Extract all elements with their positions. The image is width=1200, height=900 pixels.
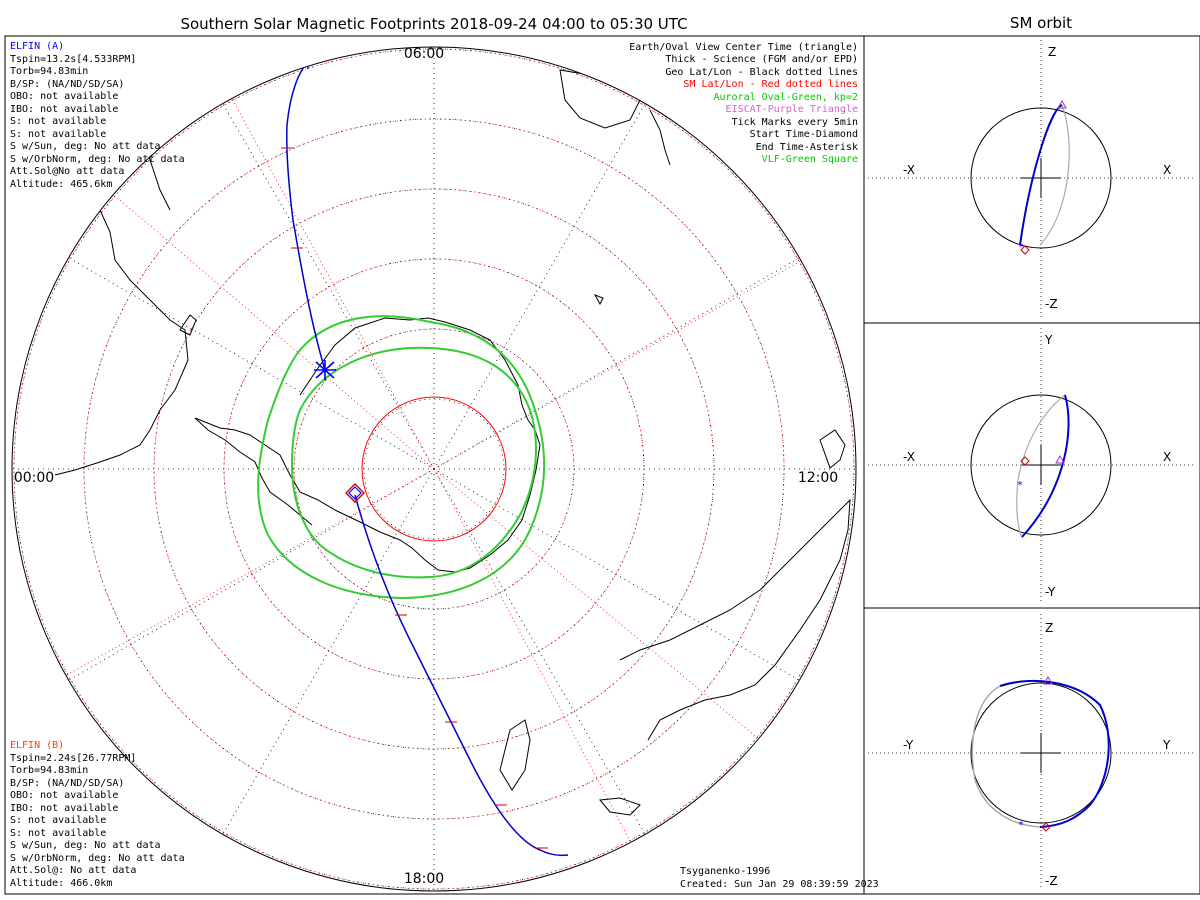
clock-label-bottom: 18:00 [404,871,444,887]
panel-label-left: -Y [903,738,914,752]
elfin-b-line: OBO: not available [10,790,118,801]
footer: Tsyganenko-1996 Created: Sun Jan 29 08:3… [680,866,879,890]
sm-grid [13,48,855,890]
footer-created: Created: Sun Jan 29 08:39:59 2023 [680,879,879,890]
clock-label-left: 00:00 [14,470,54,486]
elfin-a-line: Tspin=13.2s[4.533RPM] [10,54,136,65]
clock-labels: 06:00 12:00 18:00 00:00 [14,46,838,887]
clock-label-top: 06:00 [404,46,444,62]
legend-item: Earth/Oval View Center Time (triangle) [629,42,858,53]
sm-inner-circle [361,396,507,542]
clock-label-right: 12:00 [798,470,838,486]
panel-label-right: X [1163,450,1171,464]
svg-text:*: * [1018,242,1024,253]
elfin-a-line: Altitude: 465.6km [10,179,112,190]
figure-title: Southern Solar Magnetic Footprints 2018-… [180,15,687,33]
panel-label-left: -X [903,163,915,177]
elfin-b-line: Att.Sol@: No att data [10,865,136,876]
elfin-b-line: S w/Sun, deg: No att data [10,840,161,851]
sm-orbit-title: SM orbit [1010,14,1072,32]
panel-label-right: Y [1162,738,1171,752]
panel-label-bottom: -Z [1045,874,1058,888]
legend-item: Geo Lat/Lon - Black dotted lines [665,67,858,78]
elfin-a-info: ELFIN (A) Tspin=13.2s[4.533RPM] Torb=94.… [10,41,185,190]
elfin-a-line: S: not available [10,116,106,127]
sm-orbit-panel-xz: * Z -Z -X X [868,40,1196,318]
elfin-b-line: Tspin=2.24s[26.77RPM] [10,753,136,764]
end-asterisk-marker [314,360,336,380]
sm-orbit-panel-yz: * Z -Z -Y Y [868,614,1196,890]
elfin-b-line: Altitude: 466.0km [10,878,112,889]
panel-label-right: X [1163,163,1171,177]
elfin-b-line: IBO: not available [10,803,118,814]
elfin-b-line: Torb=94.83min [10,765,88,776]
svg-text:*: * [1017,480,1023,491]
elfin-a-line: IBO: not available [10,104,118,115]
elfin-a-line: B/SP: (NA/ND/SD/SA) [10,79,124,90]
elfin-b-line: S: not available [10,815,106,826]
legend-item: Auroral Oval-Green, kp=2 [714,92,859,103]
elfin-b-line: B/SP: (NA/ND/SD/SA) [10,778,124,789]
polar-map [11,46,857,892]
sm-orbit-panel-xy: * Y -Y -X X [868,328,1196,604]
footer-model: Tsyganenko-1996 [680,866,770,877]
elfin-a-line: OBO: not available [10,91,118,102]
elfin-b-line: S w/OrbNorm, deg: No att data [10,853,185,864]
legend-item: Start Time-Diamond [750,129,858,140]
elfin-a-line: S: not available [10,129,106,140]
auroral-oval [257,315,546,600]
elfin-b-line: S: not available [10,828,106,839]
elfin-a-line: S w/OrbNorm, deg: No att data [10,154,185,165]
elfin-a-line: Torb=94.83min [10,66,88,77]
panel-label-top: Y [1044,333,1053,347]
elfin-a-header: ELFIN (A) [10,41,64,52]
svg-text:*: * [1018,820,1024,831]
start-diamond-marker [345,483,365,503]
panel-label-bottom: -Z [1045,297,1058,311]
elfin-a-line: S w/Sun, deg: No att data [10,141,161,152]
elfin-a-line: Att.Sol@No att data [10,166,124,177]
elfin-b-info: ELFIN (B) Tspin=2.24s[26.77RPM] Torb=94.… [10,740,185,889]
elfin-b-header: ELFIN (B) [10,740,64,751]
legend-item: VLF-Green Square [762,154,858,165]
legend-item: Thick - Science (FGM and/or EPD) [665,54,858,65]
panel-label-bottom: -Y [1045,585,1056,599]
panel-label-top: Z [1045,621,1053,635]
legend-item: End Time-Asterisk [756,142,858,153]
legend: Earth/Oval View Center Time (triangle) T… [629,42,858,165]
satellite-track [286,61,569,857]
legend-item: Tick Marks every 5min [732,117,858,128]
panel-label-left: -X [903,450,915,464]
legend-item: SM Lat/Lon - Red dotted lines [683,79,858,90]
legend-item: EISCAT-Purple Triangle [726,104,858,115]
panel-label-top: Z [1048,45,1056,59]
map-outer-circle [11,46,857,892]
figure-frames [4,35,1200,895]
track-ticks [281,147,548,849]
